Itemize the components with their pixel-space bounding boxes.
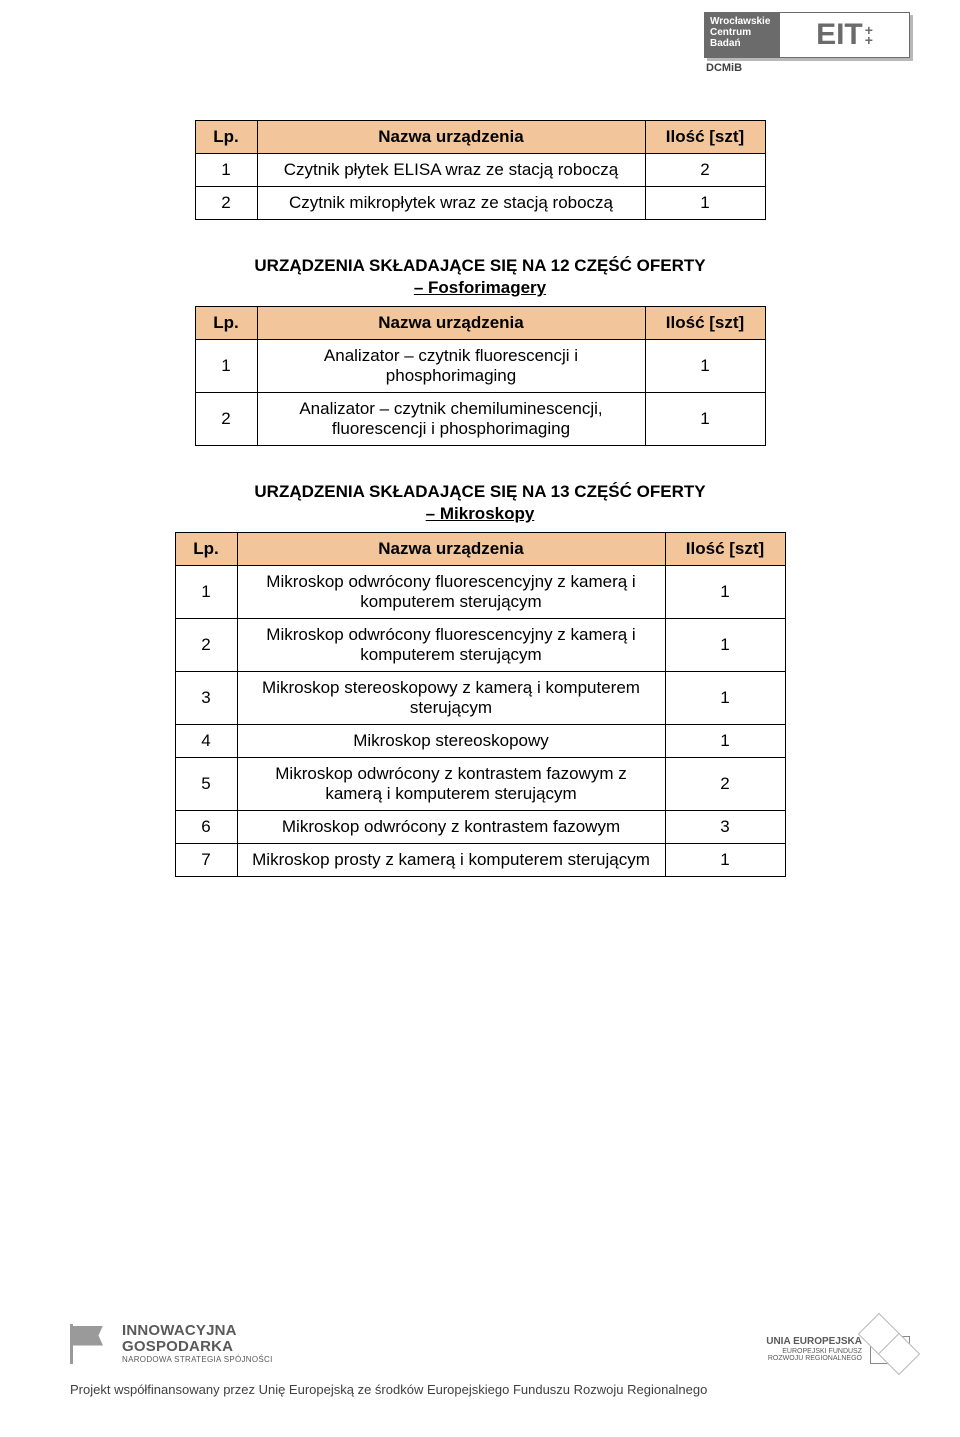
cell-qty: 1 <box>645 393 765 446</box>
cell-qty: 2 <box>665 758 785 811</box>
cell-lp: 2 <box>195 393 257 446</box>
wcb-line1: Wrocławskie <box>710 16 774 27</box>
cell-lp: 2 <box>175 619 237 672</box>
table-row: 4 Mikroskop stereoskopowy 1 <box>175 725 785 758</box>
table-2: Lp. Nazwa urządzenia Ilość [szt] 1 Anali… <box>195 306 766 446</box>
content-area: Lp. Nazwa urządzenia Ilość [szt] 1 Czytn… <box>90 0 870 877</box>
cell-qty: 1 <box>665 619 785 672</box>
table-header-row: Lp. Nazwa urządzenia Ilość [szt] <box>195 121 765 154</box>
table-1: Lp. Nazwa urządzenia Ilość [szt] 1 Czytn… <box>195 120 766 220</box>
col-name: Nazwa urządzenia <box>237 533 665 566</box>
eu-line3: ROZWOJU REGIONALNEGO <box>768 1355 862 1362</box>
col-qty: Ilość [szt] <box>665 533 785 566</box>
ig-text: INNOWACYJNA GOSPODARKA NARODOWA STRATEGI… <box>122 1323 273 1364</box>
cell-lp: 4 <box>175 725 237 758</box>
col-name: Nazwa urządzenia <box>257 307 645 340</box>
col-qty: Ilość [szt] <box>645 121 765 154</box>
ig-logo-block: INNOWACYJNA GOSPODARKA NARODOWA STRATEGI… <box>70 1323 273 1364</box>
footer-diamond-ornament <box>856 1313 920 1373</box>
footer-logos: INNOWACYJNA GOSPODARKA NARODOWA STRATEGI… <box>70 1323 910 1364</box>
cell-qty: 1 <box>665 844 785 877</box>
cell-name: Analizator – czytnik chemiluminescencji,… <box>257 393 645 446</box>
cell-lp: 1 <box>195 154 257 187</box>
table-header-row: Lp. Nazwa urządzenia Ilość [szt] <box>175 533 785 566</box>
flag-icon <box>70 1324 112 1364</box>
cell-name: Czytnik płytek ELISA wraz ze stacją robo… <box>257 154 645 187</box>
cell-lp: 1 <box>175 566 237 619</box>
wcb-line3: Badań <box>710 38 774 49</box>
page: Wrocławskie Centrum Badań EIT + + DCMiB <box>0 0 960 1437</box>
eu-line2: EUROPEJSKI FUNDUSZ <box>782 1348 862 1355</box>
eit-plus-icon: + + <box>865 26 873 44</box>
col-lp: Lp. <box>195 307 257 340</box>
wcb-line2: Centrum <box>710 27 774 38</box>
eit-text: EIT + + <box>816 18 873 52</box>
cell-name: Mikroskop stereoskopowy <box>237 725 665 758</box>
eu-line1: UNIA EUROPEJSKA <box>766 1337 862 1348</box>
footer: INNOWACYJNA GOSPODARKA NARODOWA STRATEGI… <box>70 1323 910 1397</box>
cell-lp: 3 <box>175 672 237 725</box>
section-13-subtitle: – Mikroskopy <box>90 504 870 524</box>
section-13-heading: URZĄDZENIA SKŁADAJĄCE SIĘ NA 13 CZĘŚĆ OF… <box>90 482 870 524</box>
logo-row: Wrocławskie Centrum Badań EIT + + <box>704 12 910 58</box>
cell-name: Mikroskop odwrócony z kontrastem fazowym… <box>237 758 665 811</box>
ig-line1: INNOWACYJNA <box>122 1323 273 1339</box>
ig-line2: GOSPODARKA <box>122 1339 273 1355</box>
cell-lp: 5 <box>175 758 237 811</box>
ig-line3: NARODOWA STRATEGIA SPÓJNOŚCI <box>122 1356 273 1364</box>
table-row: 1 Analizator – czytnik fluorescencji i p… <box>195 340 765 393</box>
cell-name: Mikroskop odwrócony fluorescencyjny z ka… <box>237 619 665 672</box>
col-lp: Lp. <box>175 533 237 566</box>
cell-qty: 1 <box>665 672 785 725</box>
cell-qty: 3 <box>665 811 785 844</box>
table-row: 7 Mikroskop prosty z kamerą i komputerem… <box>175 844 785 877</box>
col-lp: Lp. <box>195 121 257 154</box>
cell-name: Mikroskop odwrócony z kontrastem fazowym <box>237 811 665 844</box>
table-row: 2 Mikroskop odwrócony fluorescencyjny z … <box>175 619 785 672</box>
cell-lp: 7 <box>175 844 237 877</box>
cell-name: Mikroskop stereoskopowy z kamerą i kompu… <box>237 672 665 725</box>
table-row: 1 Mikroskop odwrócony fluorescencyjny z … <box>175 566 785 619</box>
cell-qty: 1 <box>665 725 785 758</box>
section-13-title: URZĄDZENIA SKŁADAJĄCE SIĘ NA 13 CZĘŚĆ OF… <box>90 482 870 502</box>
cell-qty: 1 <box>665 566 785 619</box>
section-12-subtitle: – Fosforimagery <box>90 278 870 298</box>
eit-logo: EIT + + <box>780 12 910 58</box>
table-row: 1 Czytnik płytek ELISA wraz ze stacją ro… <box>195 154 765 187</box>
col-qty: Ilość [szt] <box>645 307 765 340</box>
cell-name: Analizator – czytnik fluorescencji i pho… <box>257 340 645 393</box>
eu-text: UNIA EUROPEJSKA EUROPEJSKI FUNDUSZ ROZWO… <box>766 1337 862 1362</box>
header-logo-block: Wrocławskie Centrum Badań EIT + + DCMiB <box>704 12 910 74</box>
eit-label: EIT <box>816 18 863 52</box>
table-3: Lp. Nazwa urządzenia Ilość [szt] 1 Mikro… <box>175 532 786 877</box>
cell-lp: 6 <box>175 811 237 844</box>
wcb-logo: Wrocławskie Centrum Badań <box>704 12 780 58</box>
table-row: 2 Czytnik mikropłytek wraz ze stacją rob… <box>195 187 765 220</box>
cell-qty: 1 <box>645 340 765 393</box>
col-name: Nazwa urządzenia <box>257 121 645 154</box>
cell-qty: 2 <box>645 154 765 187</box>
cell-qty: 1 <box>645 187 765 220</box>
section-12-heading: URZĄDZENIA SKŁADAJĄCE SIĘ NA 12 CZĘŚĆ OF… <box>90 256 870 298</box>
table-row: 3 Mikroskop stereoskopowy z kamerą i kom… <box>175 672 785 725</box>
cell-name: Czytnik mikropłytek wraz ze stacją roboc… <box>257 187 645 220</box>
footer-cofinance-line: Projekt współfinansowany przez Unię Euro… <box>70 1382 910 1397</box>
cell-name: Mikroskop odwrócony fluorescencyjny z ka… <box>237 566 665 619</box>
table-header-row: Lp. Nazwa urządzenia Ilość [szt] <box>195 307 765 340</box>
cell-name: Mikroskop prosty z kamerą i komputerem s… <box>237 844 665 877</box>
cell-lp: 1 <box>195 340 257 393</box>
table-row: 2 Analizator – czytnik chemiluminescencj… <box>195 393 765 446</box>
cell-lp: 2 <box>195 187 257 220</box>
dcmib-label: DCMiB <box>706 62 742 74</box>
section-12-title: URZĄDZENIA SKŁADAJĄCE SIĘ NA 12 CZĘŚĆ OF… <box>90 256 870 276</box>
table-row: 6 Mikroskop odwrócony z kontrastem fazow… <box>175 811 785 844</box>
table-row: 5 Mikroskop odwrócony z kontrastem fazow… <box>175 758 785 811</box>
